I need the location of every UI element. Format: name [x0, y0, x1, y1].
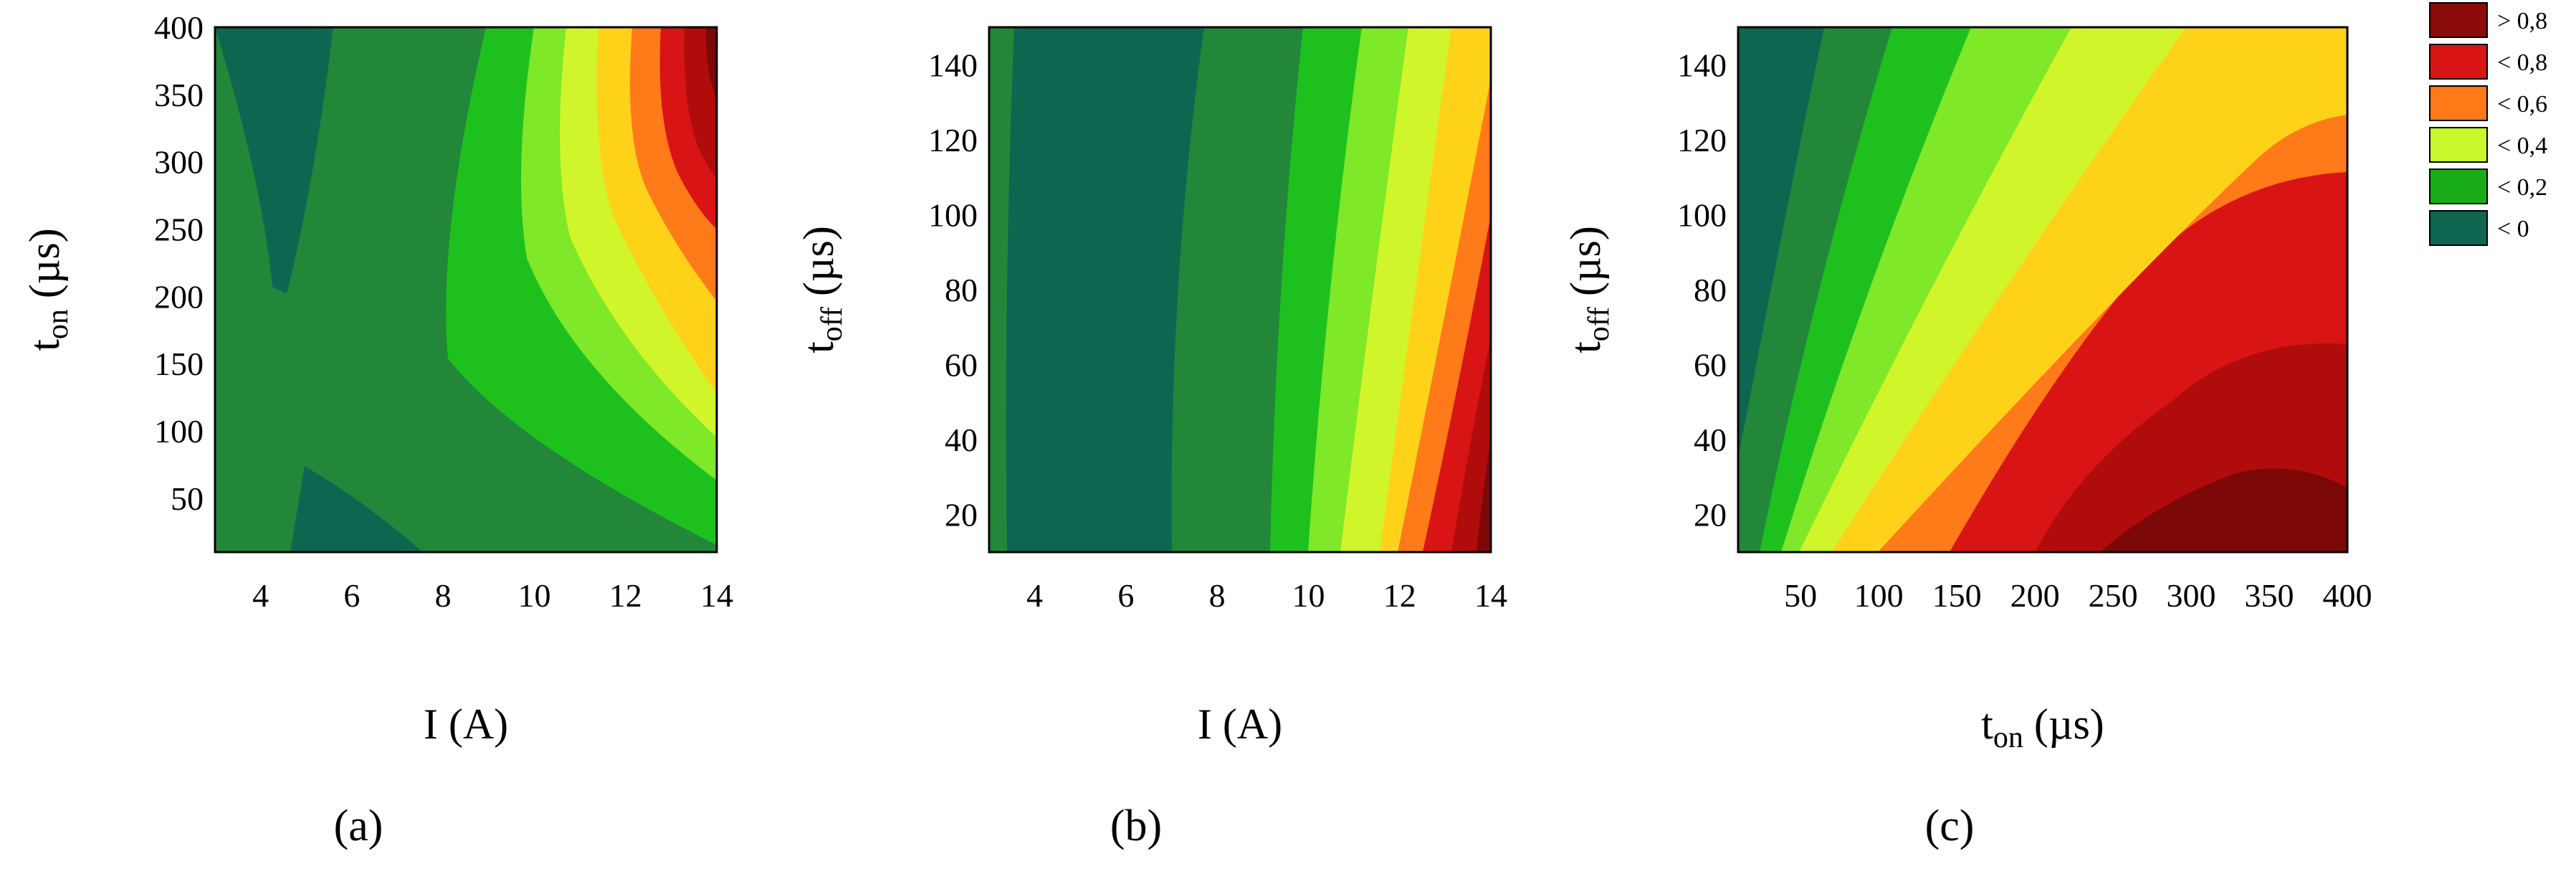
panel-c: 50 100 150 200 250 300 350 400 20 40 60 80 100 120 14…: [1562, 26, 2372, 850]
panel-a-y-tick-label: 350: [154, 77, 204, 113]
panel-c-contour-plot: [1738, 27, 2347, 552]
panel-b-x-tick-label: 6: [1117, 577, 1134, 614]
panel-b-y-tick-label: 40: [945, 422, 978, 458]
panel-a-x-tick-label: 4: [252, 577, 269, 614]
panel-c-x-tick-label: 250: [2089, 577, 2138, 614]
panel-c-x-tick-label: 100: [1854, 577, 1904, 614]
panel-a-x-tick-label: 8: [435, 577, 452, 614]
panel-a-y-tick-label: 200: [154, 278, 204, 315]
panel-b-x-tick-label: 10: [1292, 577, 1325, 614]
panel-c-x-tick-label: 400: [2323, 577, 2372, 614]
panel-a-x-tick-label: 6: [343, 577, 360, 614]
panel-c-x-ticks: 50 100 150 200 250 300 350 400: [1784, 577, 2372, 614]
panel-b-region-c0: [1006, 27, 1204, 552]
panel-a-x-tick-label: 14: [700, 577, 733, 614]
legend-label: < 0,2: [2497, 174, 2547, 201]
panel-a-x-tick-label: 12: [609, 577, 642, 614]
panel-c-y-ticks: 20 40 60 80 100 120 140: [1677, 47, 1727, 533]
panel-b-y-tick-label: 120: [928, 122, 978, 158]
panel-c-y-tick-label: 60: [1694, 347, 1727, 384]
panel-b-x-tick-label: 8: [1209, 577, 1226, 614]
panel-c-region-c0: [1738, 27, 1824, 459]
panel-a-y-tick-label: 100: [154, 413, 204, 450]
panel-b-y-tick-label: 140: [928, 47, 978, 83]
legend-swatch: [2429, 168, 2488, 204]
legend-label: > 0,8: [2497, 8, 2547, 34]
panel-c-y-tick-label: 140: [1677, 47, 1727, 83]
legend-label: < 0,4: [2497, 133, 2547, 159]
panel-a-region-c9: [705, 27, 717, 100]
panel-b: 4 6 8 10 12 14 20 40 60 80 100 120 140 I (A) toff (…: [795, 26, 1507, 850]
panel-a-y-tick-label: 150: [154, 346, 204, 382]
panel-c-x-tick-label: 350: [2245, 577, 2294, 614]
panel-a-y-tick-label: 400: [154, 9, 204, 46]
panel-b-y-ticks: 20 40 60 80 100 120 140: [928, 47, 978, 533]
panel-c-y-tick-label: 40: [1694, 422, 1727, 458]
panel-b-label: (b): [1110, 802, 1162, 850]
panel-c-x-axis-title: ton (µs): [1981, 701, 2104, 754]
panel-a-x-tick-label: 10: [517, 577, 550, 614]
panel-c-x-tick-label: 50: [1784, 577, 1817, 614]
panel-b-y-tick-label: 60: [945, 347, 978, 384]
panel-a-frame: [214, 26, 718, 554]
panel-c-y-tick-label: 80: [1694, 272, 1727, 308]
panel-b-frame: [988, 26, 1492, 554]
legend-label: < 0,8: [2497, 49, 2547, 76]
panel-b-y-tick-label: 80: [945, 272, 978, 308]
panel-c-x-tick-label: 200: [2010, 577, 2060, 614]
panel-a-label: (a): [334, 802, 383, 850]
panel-a-y-tick-label: 50: [171, 480, 204, 517]
panel-c-y-tick-label: 120: [1677, 122, 1727, 158]
panel-b-x-tick-label: 4: [1026, 577, 1043, 614]
panel-a-region-c0-top: [215, 27, 333, 294]
panel-a-y-tick-label: 250: [154, 212, 204, 248]
panel-c-frame: [1737, 26, 2349, 554]
panel-b-x-tick-label: 14: [1474, 577, 1507, 614]
panel-b-x-axis-title: I (A): [1198, 701, 1282, 748]
panel-b-region-c9: [1477, 437, 1491, 552]
legend-swatch: [2429, 210, 2488, 246]
panel-c-y-axis-title: toff (µs): [1562, 226, 1616, 353]
legend-swatch: [2429, 85, 2488, 121]
panel-b-y-axis-title: toff (µs): [795, 226, 849, 353]
panel-c-x-tick-label: 300: [2167, 577, 2216, 614]
panel-b-region-c8: [1451, 337, 1491, 552]
panel-b-contour-plot: [989, 27, 1491, 552]
legend-swatch: [2429, 127, 2488, 163]
panel-b-x-ticks: 4 6 8 10 12 14: [1026, 577, 1507, 614]
legend-label: < 0: [2497, 216, 2529, 242]
panel-a-contour-plot: [215, 27, 717, 552]
legend-swatch: [2429, 44, 2488, 80]
panel-b-y-tick-label: 100: [928, 196, 978, 233]
panel-a-x-ticks: 4 6 8 10 12 14: [252, 577, 733, 614]
panel-c-y-tick-label: 20: [1694, 497, 1727, 533]
panel-a-x-axis-title: I (A): [424, 701, 508, 748]
panel-c-y-tick-label: 100: [1677, 196, 1727, 233]
legend-swatch: [2429, 2, 2488, 38]
legend: > 0,8 < 0,8 < 0,6 < 0,4 < 0,2 < 0: [2429, 2, 2547, 246]
panel-c-x-tick-label: 150: [1932, 577, 1982, 614]
panel-c-label: (c): [1925, 802, 1975, 850]
panel-a-region-c0-bottom: [290, 466, 423, 552]
panel-b-y-tick-label: 20: [945, 497, 978, 533]
panel-a-y-axis-title: ton (µs): [21, 228, 75, 351]
panel-a-y-tick-label: 300: [154, 144, 204, 181]
legend-label: < 0,6: [2497, 91, 2547, 118]
panel-b-x-tick-label: 12: [1383, 577, 1416, 614]
panel-a-y-ticks: 50 100 150 200 250 300 350 400: [154, 9, 204, 517]
